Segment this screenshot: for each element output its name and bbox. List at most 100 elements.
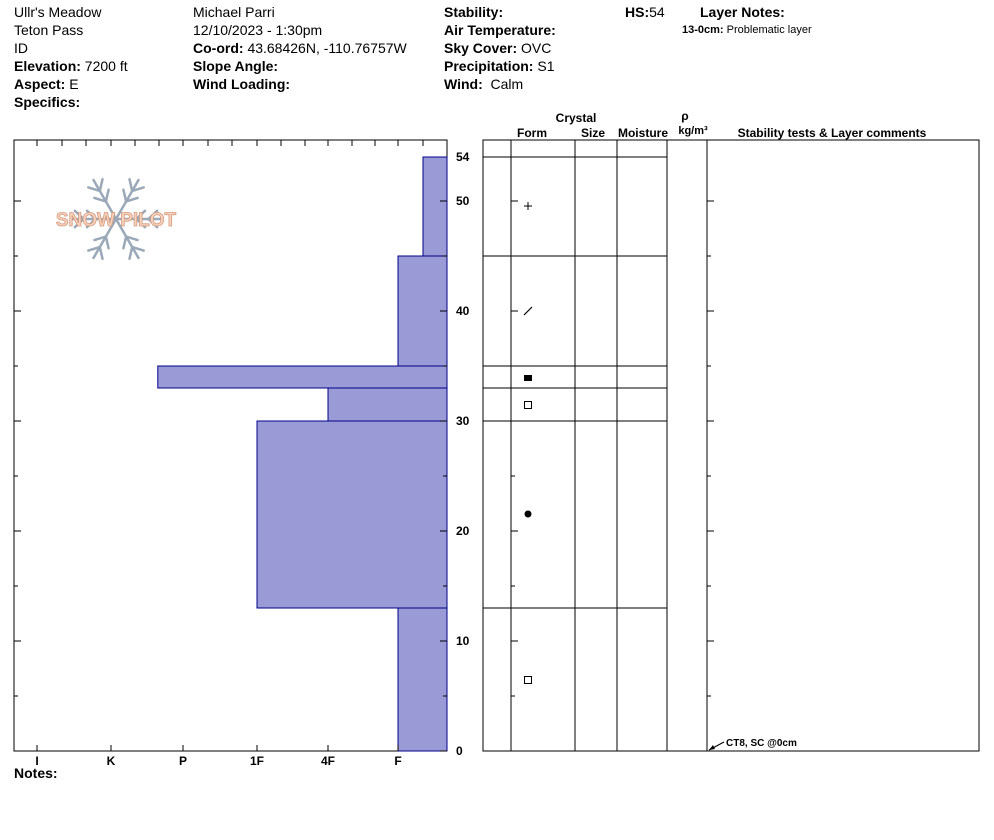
form-header: Form — [517, 126, 547, 140]
rounded-icon — [524, 510, 532, 518]
hardness-tick-label: 4F — [321, 754, 335, 768]
hardness-tick-label: 1F — [250, 754, 264, 768]
sky-cover-row: Sky Cover: OVC — [444, 40, 551, 56]
snowflake-branch — [135, 209, 147, 221]
snowflake-branch — [122, 188, 128, 203]
sky-cover-label: Sky Cover: — [444, 40, 518, 56]
layer-table-frame — [482, 139, 980, 752]
new-snow-icon — [524, 202, 532, 210]
snowflake-branch — [122, 235, 128, 250]
elevation-value: 7200 ft — [84, 58, 128, 74]
elevation-row: Elevation: 7200 ft — [14, 58, 128, 74]
wind-value: Calm — [490, 76, 524, 92]
snowflake-arm — [92, 217, 118, 260]
coord-label: Co-ord: — [193, 40, 244, 56]
slope-angle-label: Slope Angle: — [193, 58, 279, 74]
observer-name: Michael Parri — [193, 4, 275, 20]
hs-value: 54 — [649, 4, 665, 20]
stability-label: Stability: — [444, 4, 504, 20]
depth-tick-label: 0 — [456, 744, 463, 758]
layer-notes-label: Layer Notes: — [700, 4, 785, 20]
snowflake-branch — [147, 217, 159, 229]
faceted-icon — [524, 676, 532, 684]
snowflake-branch — [104, 188, 110, 203]
snowflake-branch — [93, 196, 108, 203]
layer-note-text: Problematic layer — [726, 24, 812, 36]
snowflake-branch — [85, 209, 97, 221]
snowflake-branch — [130, 245, 145, 252]
snowflake-arm — [114, 217, 140, 260]
location-name: Ullr's Meadow — [14, 4, 102, 20]
hardness-bar — [327, 387, 448, 422]
snowflake-branch — [87, 245, 102, 252]
stability-test-arrowhead — [709, 745, 715, 750]
snowflake-branch — [128, 177, 134, 193]
snowflake-icon — [69, 177, 163, 261]
depth-tick-label: 40 — [456, 304, 470, 318]
snowflake-branch — [85, 217, 97, 229]
coord-value: 43.68426N, -110.76757W — [247, 40, 407, 56]
precipitation-label: Precipitation: — [444, 58, 534, 74]
stability-test-text: CT8, SC @0cm — [726, 738, 797, 749]
sky-cover-value: OVC — [521, 40, 552, 56]
logo-text: SNOW PILOT — [56, 210, 177, 231]
precipitation-row: Precipitation: S1 — [444, 58, 554, 74]
snowflake-branch — [104, 235, 110, 250]
state-name: ID — [14, 40, 28, 56]
specifics-label: Specifics: — [14, 94, 81, 110]
elevation-label: Elevation: — [14, 58, 81, 74]
snowflake-arm — [114, 178, 140, 221]
snowflake-branch — [87, 186, 102, 193]
wind-row: Wind: Calm — [444, 76, 523, 92]
hardness-tick-label: P — [179, 754, 187, 768]
depth-tick-label: 50 — [456, 194, 470, 208]
hardness-bar — [157, 365, 448, 389]
stability-test-annotation: CT8, SC @0cm — [708, 738, 797, 751]
hardness-bar — [397, 607, 448, 752]
precipitation-value: S1 — [537, 58, 555, 74]
wind-loading-label: Wind Loading: — [193, 76, 291, 92]
aspect-value: E — [69, 76, 79, 92]
snowflake-branch — [128, 245, 134, 261]
snowflake-branch — [73, 209, 85, 221]
coord-row: Co-ord: 43.68426N, -110.76757W — [193, 40, 407, 56]
layer-note: 13-0cm: Problematic layer — [682, 24, 812, 37]
hs-label: HS: — [625, 4, 650, 20]
hs-row: HS:54 — [625, 4, 665, 20]
snowflake-branch — [98, 245, 104, 261]
depth-tick-label: 54 — [456, 150, 470, 164]
snowflake-branch — [93, 235, 108, 242]
moisture-header: Moisture — [618, 126, 668, 140]
density-unit: kg/m³ — [678, 125, 708, 137]
observation-datetime: 12/10/2023 - 1:30pm — [193, 22, 323, 38]
snowflake-branch — [130, 186, 145, 193]
depth-tick-label: 30 — [456, 414, 470, 428]
hardness-bar — [422, 156, 448, 257]
size-header: Size — [581, 126, 605, 140]
aspect-row: Aspect: E — [14, 76, 79, 92]
snowflake-branch — [73, 217, 85, 229]
snowflake-branch — [98, 177, 104, 193]
snowflake-branch — [135, 217, 147, 229]
air-temperature-label: Air Temperature: — [444, 22, 556, 38]
hardness-bar — [397, 255, 448, 367]
hardness-tick-label: K — [107, 754, 116, 768]
hardness-tick-label: F — [394, 754, 401, 768]
layer-note-range: 13-0cm: — [682, 24, 724, 36]
density-symbol: ρ — [681, 109, 688, 123]
comments-header: Stability tests & Layer comments — [738, 126, 927, 140]
hardness-bar — [256, 420, 448, 609]
melt-freeze-crust-icon — [524, 375, 532, 381]
snowflake-branch — [124, 235, 139, 242]
snowpilot-logo: SNOW PILOT — [55, 177, 177, 261]
crystal-header: Crystal — [556, 111, 597, 125]
hardness-tick-label: I — [35, 754, 38, 768]
faceted-icon — [524, 401, 532, 409]
aspect-label: Aspect: — [14, 76, 66, 92]
snowflake-arm — [92, 178, 118, 221]
snowflake-branch — [124, 196, 139, 203]
range-name: Teton Pass — [14, 22, 84, 38]
snowflake-branch — [147, 209, 159, 221]
notes-label: Notes: — [14, 765, 58, 781]
